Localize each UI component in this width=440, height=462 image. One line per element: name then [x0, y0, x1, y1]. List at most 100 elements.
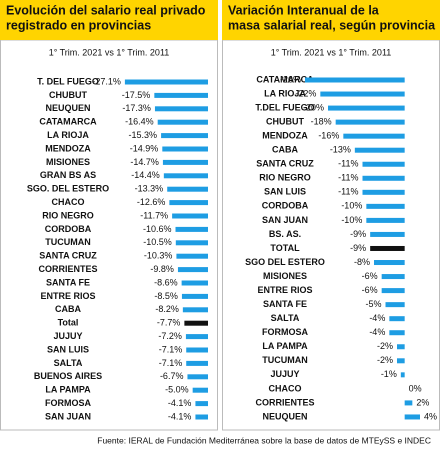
category-label: BUENOS AIRES [34, 371, 102, 381]
value-label: -6% [362, 285, 378, 295]
category-label: SANTA FE [46, 277, 90, 287]
category-label: T.DEL FUEGO [255, 102, 314, 112]
bar [381, 288, 405, 294]
value-label: -12.6% [137, 197, 166, 207]
bar [404, 400, 413, 406]
value-label: 2% [416, 397, 429, 407]
bar [186, 360, 208, 366]
source-note: Fuente: IERAL de Fundación Mediterránea … [97, 435, 431, 445]
value-label: -4.1% [168, 411, 192, 421]
bar [162, 146, 208, 152]
value-label: -22% [295, 88, 316, 98]
category-label: TOTAL [270, 243, 300, 253]
bar [362, 175, 405, 181]
category-label: NEUQUEN [45, 103, 90, 113]
category-label: TUCUMAN [262, 355, 308, 365]
bar [167, 186, 208, 192]
category-label: CORRIENTES [255, 397, 314, 407]
category-label: CHUBUT [266, 116, 304, 126]
chart-subtitle: 1° Trim. 2021 vs 1° Trim. 2011 [49, 47, 170, 57]
value-label: -27.1% [92, 76, 121, 86]
bar [389, 330, 405, 336]
value-label: -6% [362, 271, 378, 281]
category-label: CORDOBA [262, 201, 309, 211]
bar [400, 372, 405, 378]
bar [154, 92, 208, 98]
value-label: -8% [354, 257, 370, 267]
category-label: TUCUMAN [45, 237, 91, 247]
value-label: -17.3% [122, 103, 151, 113]
bar [161, 133, 208, 139]
value-label: -10.6% [143, 224, 172, 234]
category-label: T. DEL FUEGO [37, 76, 99, 86]
category-label: CHACO [269, 383, 302, 393]
chart-title: Variación Interanual de la [228, 3, 380, 17]
category-label: SANTA CRUZ [39, 251, 97, 261]
category-label: CORDOBA [45, 224, 92, 234]
bar [172, 213, 208, 219]
bar [385, 302, 405, 308]
value-label: -26% [280, 74, 301, 84]
value-label: -8.6% [154, 277, 178, 287]
value-label: -7.2% [158, 331, 182, 341]
bar [328, 105, 405, 111]
value-label: -2% [377, 341, 393, 351]
category-label: FORMOSA [45, 398, 91, 408]
value-label: 0% [409, 383, 422, 393]
value-label: -18% [311, 116, 332, 126]
value-label: -10% [341, 215, 362, 225]
category-label: LA PAMPA [262, 341, 308, 351]
category-label: JUJUY [53, 331, 82, 341]
bar [162, 159, 208, 165]
bar [195, 414, 208, 420]
bar [182, 307, 208, 313]
category-label: CATAMARCA [39, 117, 97, 127]
category-label: SANTA CRUZ [256, 159, 314, 169]
category-label: MENDOZA [45, 143, 91, 153]
value-label: -14.9% [130, 143, 159, 153]
bar [124, 79, 208, 85]
value-label: -1% [381, 369, 397, 379]
value-label: -11% [338, 187, 358, 197]
value-label: -15.3% [129, 130, 158, 140]
value-label: -10.3% [144, 251, 173, 261]
bar [343, 133, 405, 139]
bar [362, 189, 405, 195]
bar [176, 253, 208, 259]
bar [154, 106, 208, 112]
value-label: -11% [338, 159, 358, 169]
value-label: -9% [350, 229, 366, 239]
bar [397, 344, 405, 350]
category-label: SAN JUAN [45, 411, 91, 421]
chart-title: masa salarial real, según provincia [228, 18, 436, 32]
value-label: -11% [338, 173, 358, 183]
value-label: -11.7% [140, 210, 168, 220]
value-label: -13.3% [135, 184, 164, 194]
bar [305, 77, 405, 83]
right-header [222, 0, 440, 40]
category-label: RIO NEGRO [42, 210, 94, 220]
category-label: CABA [272, 145, 298, 155]
category-label: SGO DEL ESTERO [245, 257, 325, 267]
value-label: -7.1% [159, 358, 183, 368]
bar [186, 347, 208, 353]
category-label: SAN LUIS [47, 344, 89, 354]
bar [374, 260, 405, 266]
bar [362, 161, 405, 167]
category-label: SALTA [271, 313, 300, 323]
category-label: SAN LUIS [264, 187, 306, 197]
category-label: JUJUY [270, 369, 299, 379]
category-label: ENTRE RIOS [40, 291, 95, 301]
category-label: CABA [55, 304, 81, 314]
bar [157, 119, 208, 125]
category-label: FORMOSA [262, 327, 308, 337]
category-label: ENTRE RIOS [257, 285, 312, 295]
value-label: -4% [369, 313, 385, 323]
value-label: -20% [303, 102, 324, 112]
category-label: Total [58, 318, 79, 328]
bar [192, 387, 208, 393]
bar [175, 226, 208, 232]
value-label: -10.5% [143, 237, 172, 247]
